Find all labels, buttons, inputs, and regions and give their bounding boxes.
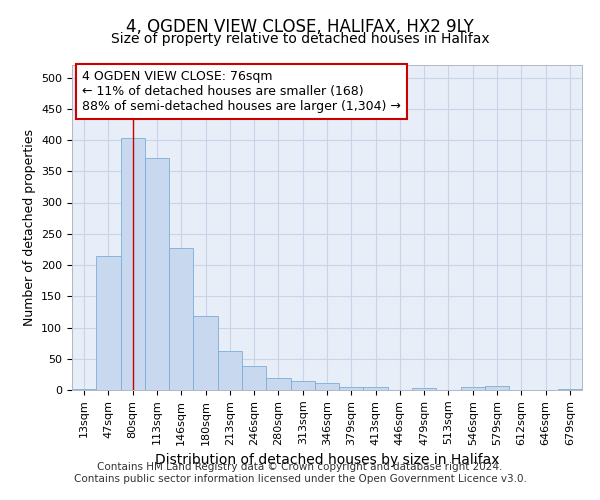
Bar [193, 316, 218, 390]
Text: Contains public sector information licensed under the Open Government Licence v3: Contains public sector information licen… [74, 474, 526, 484]
Bar [266, 378, 290, 390]
Bar [339, 387, 364, 390]
Bar [315, 383, 339, 390]
Bar [364, 387, 388, 390]
X-axis label: Distribution of detached houses by size in Halifax: Distribution of detached houses by size … [155, 453, 499, 467]
Bar [72, 389, 96, 390]
Bar [218, 350, 242, 390]
Y-axis label: Number of detached properties: Number of detached properties [23, 129, 35, 326]
Bar [121, 138, 145, 390]
Bar [461, 387, 485, 390]
Bar [290, 381, 315, 390]
Text: 4 OGDEN VIEW CLOSE: 76sqm
← 11% of detached houses are smaller (168)
88% of semi: 4 OGDEN VIEW CLOSE: 76sqm ← 11% of detac… [82, 70, 401, 113]
Bar [96, 256, 121, 390]
Bar [169, 248, 193, 390]
Bar [242, 366, 266, 390]
Bar [412, 388, 436, 390]
Text: 4, OGDEN VIEW CLOSE, HALIFAX, HX2 9LY: 4, OGDEN VIEW CLOSE, HALIFAX, HX2 9LY [126, 18, 474, 36]
Text: Contains HM Land Registry data © Crown copyright and database right 2024.: Contains HM Land Registry data © Crown c… [97, 462, 503, 472]
Bar [485, 386, 509, 390]
Bar [145, 158, 169, 390]
Text: Size of property relative to detached houses in Halifax: Size of property relative to detached ho… [110, 32, 490, 46]
